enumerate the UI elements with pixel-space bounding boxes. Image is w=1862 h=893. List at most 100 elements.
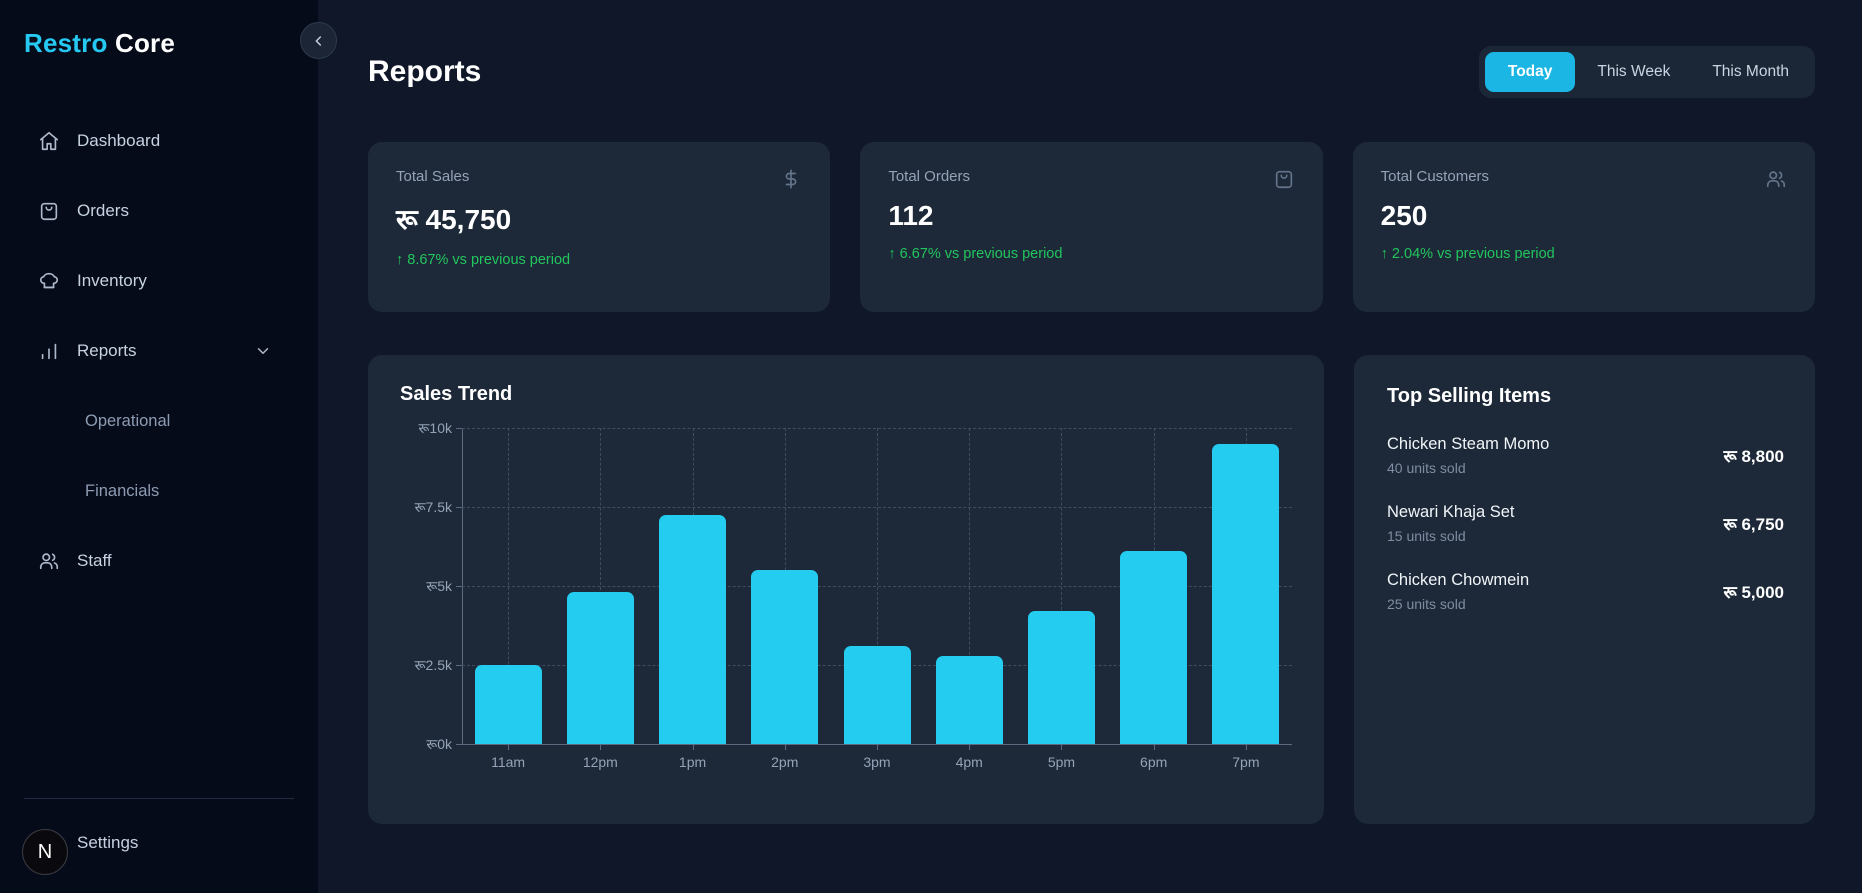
- item-name: Newari Khaja Set: [1387, 503, 1515, 521]
- total-customers-card: Total Customers 250 ↑ 2.04% vs previous …: [1352, 142, 1815, 312]
- item-price: रू 6,750: [1723, 515, 1784, 534]
- list-item: Newari Khaja Set 15 units sold रू 6,750: [1387, 503, 1784, 544]
- filter-this-week-button[interactable]: This Week: [1577, 52, 1690, 92]
- sidebar-item-staff[interactable]: Staff: [24, 539, 294, 583]
- logo-accent: Restro: [24, 28, 108, 58]
- x-axis-label: 1pm: [678, 754, 707, 770]
- item-name: Chicken Steam Momo: [1387, 435, 1550, 453]
- item-price: रू 5,000: [1723, 583, 1784, 602]
- top-selling-items-panel: Top Selling Items Chicken Steam Momo 40 …: [1354, 355, 1815, 824]
- main-content: Reports Today This Week This Month Total…: [318, 0, 1862, 893]
- sidebar-nav: Dashboard Orders Inventory Reports Opera…: [24, 119, 294, 583]
- sidebar-item-label: Dashboard: [77, 131, 161, 150]
- chart-bar: [935, 655, 1003, 744]
- sidebar-item-reports[interactable]: Reports: [24, 329, 294, 373]
- item-units: 40 units sold: [1387, 460, 1466, 476]
- sidebar-item-inventory[interactable]: Inventory: [24, 259, 294, 303]
- sidebar-item-label: Inventory: [77, 271, 147, 290]
- users-icon: [38, 550, 60, 572]
- stat-label: Total Sales: [396, 168, 470, 185]
- stat-value: रू 45,750: [396, 204, 512, 235]
- sidebar-item-label: Staff: [77, 551, 112, 570]
- item-units: 25 units sold: [1387, 596, 1466, 612]
- page-header: Reports Today This Week This Month: [368, 46, 1815, 98]
- sidebar-subitem-label: Operational: [85, 411, 171, 430]
- total-orders-card: Total Orders 112 ↑ 6.67% vs previous per…: [860, 142, 1323, 312]
- stat-label: Total Orders: [888, 168, 971, 185]
- filter-today-button[interactable]: Today: [1484, 52, 1576, 92]
- chart-bar: [1212, 443, 1280, 744]
- sidebar-collapse-button[interactable]: [300, 22, 337, 59]
- chevron-left-icon: [311, 33, 327, 49]
- sidebar-item-dashboard[interactable]: Dashboard: [24, 119, 294, 163]
- chef-hat-icon: [38, 270, 60, 292]
- sidebar: Restro Core Dashboard Orders Inventory: [0, 0, 318, 893]
- gridline-vertical: [877, 428, 878, 744]
- x-axis-tick: [784, 744, 786, 750]
- gridline-vertical: [508, 428, 510, 744]
- x-axis-label: 6pm: [1140, 754, 1168, 770]
- shopping-bag-icon: [1273, 168, 1295, 190]
- x-axis-tick: [1061, 744, 1063, 750]
- chart-title: Sales Trend: [400, 383, 513, 405]
- home-icon: [38, 130, 60, 152]
- gridline-vertical: [1061, 428, 1063, 744]
- shopping-bag-icon: [38, 200, 60, 222]
- y-axis-label: रू0k: [426, 736, 452, 752]
- stats-row: Total Sales रू 45,750 ↑ 8.67% vs previou…: [368, 142, 1815, 312]
- chart-bar: [474, 665, 542, 744]
- x-axis-label: 4pm: [955, 754, 983, 770]
- x-axis-label: 11am: [491, 754, 526, 770]
- stat-delta: ↑ 2.04% vs previous period: [1380, 246, 1555, 262]
- stat-delta: ↑ 8.67% vs previous period: [396, 252, 571, 268]
- gridline-vertical: [969, 428, 971, 744]
- filter-this-month-button[interactable]: This Month: [1692, 52, 1809, 92]
- sales-trend-chart: रू0k रू2.5k रू5k रू7.5k रू10k 11am 12pm 1pm 2pm 3…: [400, 420, 1292, 776]
- list-item: Chicken Steam Momo 40 units sold रू 8,80…: [1387, 435, 1784, 476]
- x-axis-label: 2pm: [771, 754, 799, 770]
- x-axis-tick: [969, 744, 971, 750]
- dev-badge-avatar[interactable]: N: [22, 829, 68, 875]
- sidebar-item-settings[interactable]: Settings N: [22, 821, 294, 875]
- avatar-letter: N: [37, 840, 53, 863]
- y-axis-label: रू7.5k: [414, 499, 452, 515]
- x-axis-tick: [1153, 744, 1155, 750]
- total-sales-card: Total Sales रू 45,750 ↑ 8.67% vs previou…: [368, 142, 831, 312]
- x-axis-label: 3pm: [863, 754, 891, 770]
- chart-bar: [566, 592, 634, 744]
- x-axis-label: 5pm: [1047, 754, 1076, 770]
- item-units: 15 units sold: [1387, 528, 1466, 544]
- chart-bar: [1120, 551, 1188, 744]
- bar-chart-icon: [38, 340, 60, 362]
- dollar-icon: [780, 168, 802, 190]
- sidebar-item-label: Reports: [77, 341, 137, 360]
- x-axis-label: 12pm: [582, 754, 618, 770]
- stat-value: 250: [1380, 200, 1428, 231]
- y-axis-label: रू2.5k: [414, 657, 452, 673]
- app-logo: Restro Core: [24, 28, 294, 59]
- sidebar-item-operational[interactable]: Operational: [24, 399, 294, 443]
- item-name: Chicken Chowmein: [1387, 571, 1530, 589]
- y-axis-tick: [456, 586, 462, 587]
- y-axis-tick: [456, 507, 462, 508]
- page-title: Reports: [368, 55, 482, 88]
- y-axis-label: रू10k: [418, 420, 452, 436]
- chart-bar: [843, 646, 911, 744]
- sidebar-subitem-label: Financials: [85, 481, 160, 500]
- logo-rest: Core: [115, 28, 176, 58]
- stat-value: 112: [888, 200, 934, 231]
- x-axis-tick: [877, 744, 878, 750]
- period-filter-group: Today This Week This Month: [1478, 46, 1815, 98]
- chart-bar: [751, 570, 819, 744]
- x-axis-tick: [692, 744, 694, 750]
- y-axis-tick: [456, 665, 462, 666]
- y-axis-tick: [456, 428, 462, 429]
- item-price: रू 8,800: [1723, 447, 1784, 466]
- chart-bar: [1027, 611, 1095, 744]
- stat-delta: ↑ 6.67% vs previous period: [888, 246, 1063, 262]
- sidebar-item-orders[interactable]: Orders: [24, 189, 294, 233]
- x-axis-label: 7pm: [1232, 754, 1260, 770]
- sidebar-item-label: Orders: [77, 201, 129, 220]
- chevron-down-icon: [254, 342, 272, 360]
- sidebar-item-financials[interactable]: Financials: [24, 469, 294, 513]
